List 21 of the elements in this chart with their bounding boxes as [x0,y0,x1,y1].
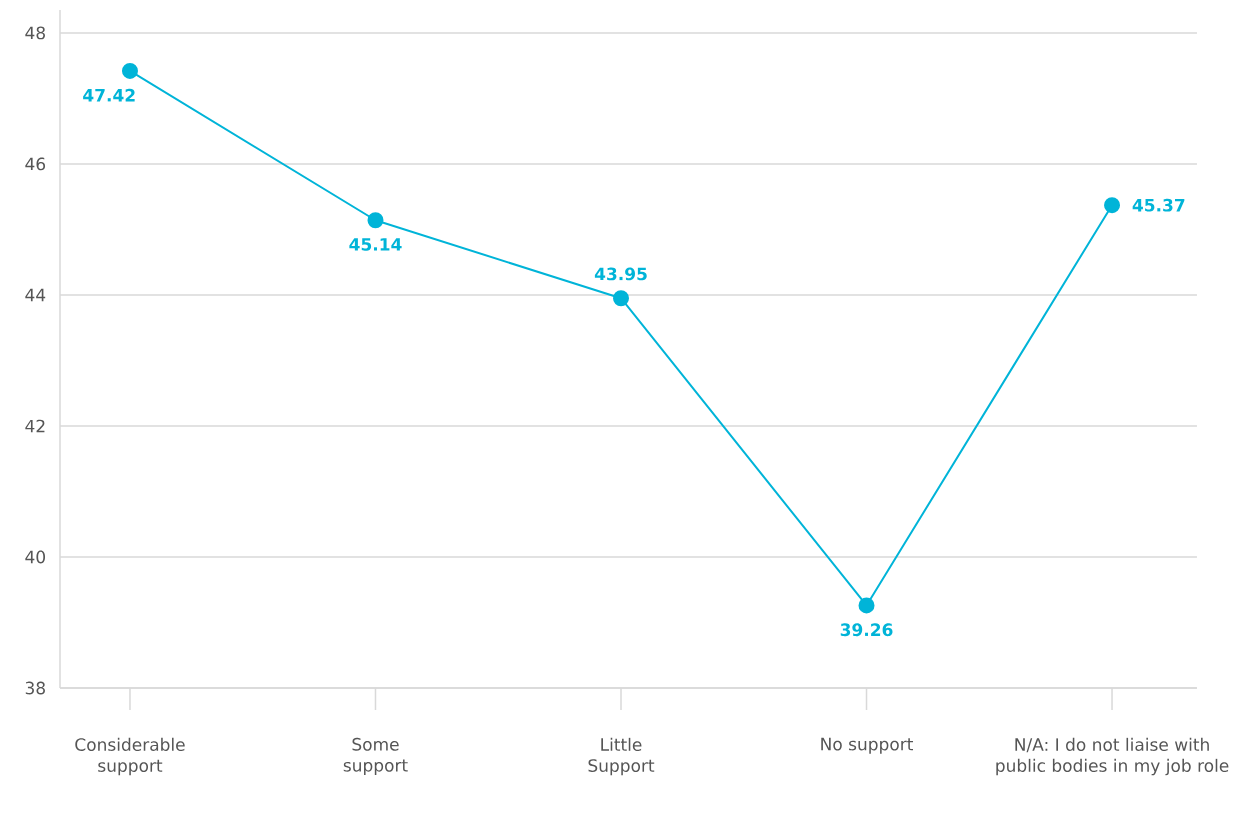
data-label: 45.14 [349,238,402,251]
point [121,62,138,79]
point [367,212,384,229]
data-label: 43.95 [594,267,647,281]
y-tick-label: 44 [25,288,46,302]
x-tick-label: N/A: I do not liaise with public bodies in my job role [996,737,1229,776]
x-tick-label: No support [821,737,914,754]
y-tick-label: 48 [25,26,45,40]
x-tick-label: Some support [343,737,408,775]
data-label: 45.37 [1132,198,1185,212]
x-tick-label: Considerable support [75,737,185,776]
point [613,290,629,307]
point [1104,197,1121,214]
data-label: 47.42 [83,88,135,102]
y-tick-label: 38 [25,681,45,695]
y-tick-label: 42 [25,419,45,433]
data-label: 39.26 [840,623,893,637]
point [858,597,875,614]
y-tick-label: 40 [25,550,46,564]
x-tick-label: Little Support [588,737,655,776]
y-tick-label: 46 [25,157,46,171]
